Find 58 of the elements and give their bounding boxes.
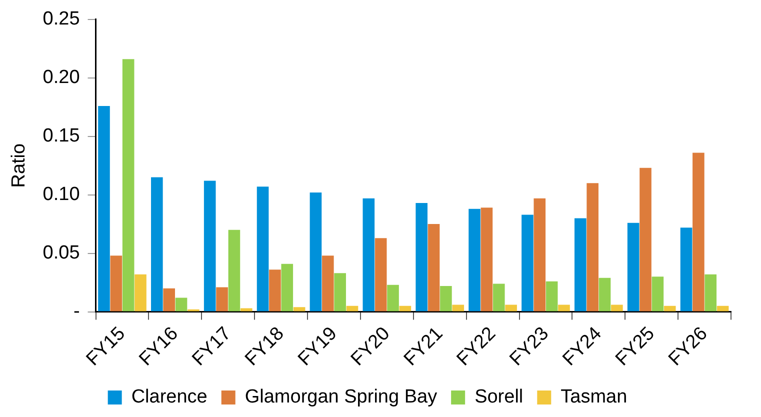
bar xyxy=(151,177,163,312)
bar xyxy=(122,59,134,312)
bar xyxy=(175,298,188,312)
y-tick-label: 0.10 xyxy=(42,184,80,206)
bar xyxy=(334,273,346,312)
bar xyxy=(204,180,216,312)
bar xyxy=(611,304,623,312)
bar xyxy=(586,183,598,312)
bar xyxy=(574,218,586,312)
bar xyxy=(346,306,358,312)
y-tick-label: 0.05 xyxy=(42,242,80,264)
bar xyxy=(362,198,375,312)
bar xyxy=(505,304,517,312)
legend-label: Glamorgan Spring Bay xyxy=(244,386,438,408)
bar xyxy=(228,230,240,312)
bar xyxy=(704,274,717,312)
bar xyxy=(269,270,281,312)
bar xyxy=(664,306,676,312)
bar xyxy=(652,276,664,312)
bar xyxy=(322,256,334,312)
bar xyxy=(440,286,452,312)
bar xyxy=(134,274,146,312)
bar xyxy=(387,284,399,312)
bar xyxy=(452,304,464,312)
bar xyxy=(558,304,570,312)
bar xyxy=(546,281,558,312)
bar xyxy=(480,208,493,312)
bar xyxy=(374,238,387,312)
legend-label: Sorell xyxy=(474,386,524,408)
bar xyxy=(240,308,252,312)
bar xyxy=(627,222,640,312)
legend-label: Clarence xyxy=(131,386,208,408)
bar xyxy=(692,152,704,312)
bar xyxy=(716,306,729,312)
y-tick-label: 0.15 xyxy=(42,126,80,147)
y-tick-label: 0.25 xyxy=(42,8,80,30)
bar xyxy=(110,256,122,312)
bar xyxy=(281,264,294,312)
bar xyxy=(640,168,652,312)
bar xyxy=(163,288,175,312)
bar xyxy=(598,278,611,312)
legend-label: Tasman xyxy=(560,386,628,408)
bar xyxy=(256,186,269,312)
bar xyxy=(534,198,546,312)
bar xyxy=(416,203,428,312)
bar xyxy=(98,106,110,312)
bar xyxy=(216,287,228,312)
bar xyxy=(492,284,505,312)
y-axis-title: Ratio xyxy=(8,143,30,188)
y-tick-label: - xyxy=(73,301,80,322)
bar xyxy=(399,306,412,312)
bar xyxy=(293,307,306,312)
y-tick-label: 0.20 xyxy=(42,67,80,88)
bar xyxy=(310,192,322,312)
bar xyxy=(468,208,480,312)
bar xyxy=(522,214,534,312)
bar xyxy=(428,224,440,312)
bar xyxy=(680,228,692,312)
